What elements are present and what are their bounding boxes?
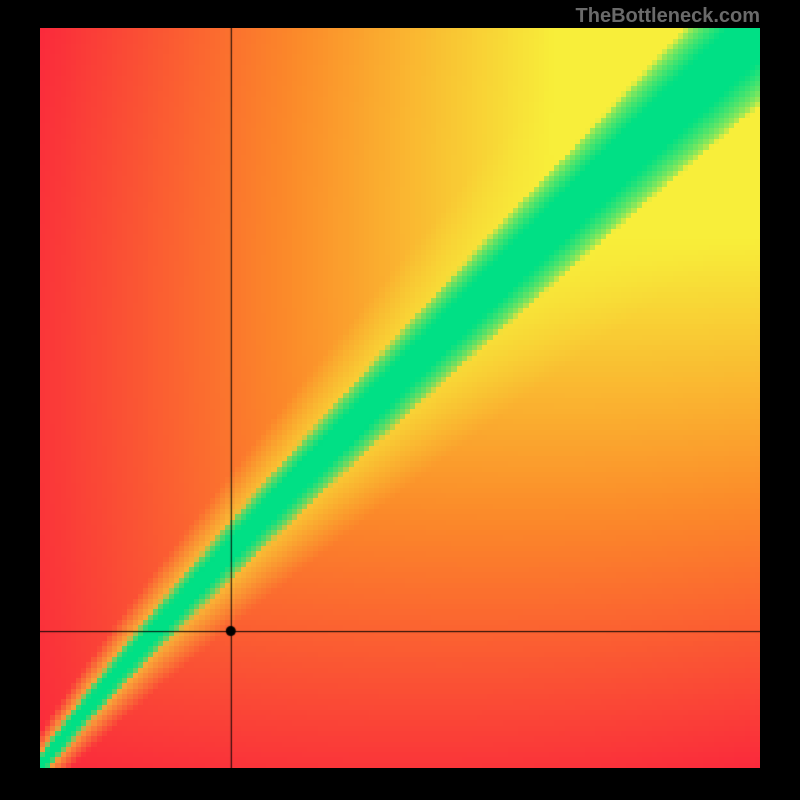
crosshair-overlay (40, 28, 760, 768)
chart-container: { "meta": { "source_watermark": "TheBott… (0, 0, 800, 800)
watermark-text: TheBottleneck.com (576, 5, 760, 28)
